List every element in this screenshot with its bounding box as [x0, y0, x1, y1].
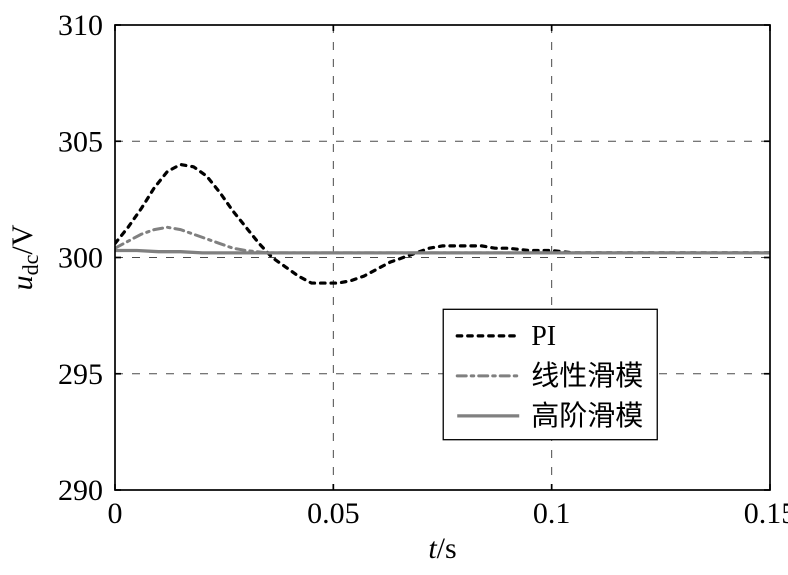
plot-bg: [0, 0, 788, 575]
x-tick-label: 0.15: [744, 497, 788, 530]
legend: PI 线性滑模高阶滑模: [443, 309, 657, 439]
y-tick-label: 310: [58, 9, 103, 42]
legend-label: 线性滑模: [531, 360, 643, 392]
y-tick-label: 290: [58, 474, 103, 507]
legend-label: PI: [531, 321, 556, 352]
x-tick-label: 0.1: [533, 497, 571, 530]
x-tick-label: 0.05: [307, 497, 360, 530]
x-tick-label: 0: [108, 497, 123, 530]
y-tick-label: 305: [58, 125, 103, 158]
legend-label: 高阶滑模: [531, 400, 643, 432]
line-chart: 00.050.10.15290295300305310t/sudc/VPI线性滑…: [0, 0, 788, 575]
x-axis-label: t/s: [428, 532, 456, 565]
chart-container: 00.050.10.15290295300305310t/sudc/VPI线性滑…: [0, 0, 788, 575]
y-tick-label: 300: [58, 242, 103, 275]
y-tick-label: 295: [58, 358, 103, 391]
